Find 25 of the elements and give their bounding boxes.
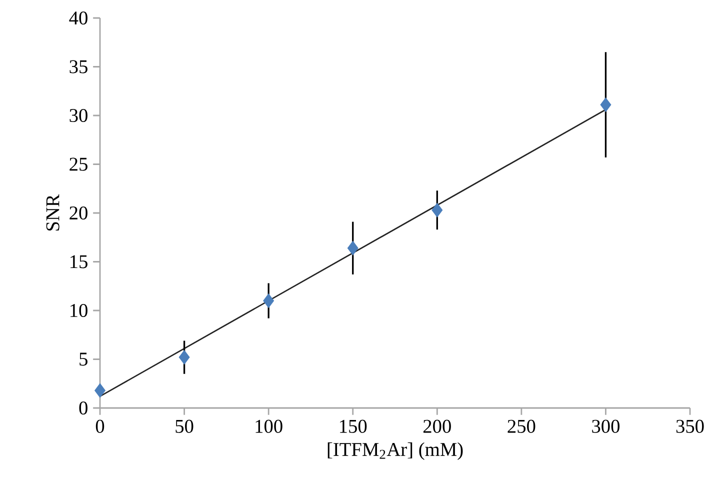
point <box>94 383 106 398</box>
y-tick-label: 10 <box>70 304 88 318</box>
x-tick-label: 350 <box>676 420 704 433</box>
x-tick-label: 50 <box>176 420 194 433</box>
y-tick-label: 15 <box>70 255 88 268</box>
point <box>263 294 274 308</box>
x-tick-label: 100 <box>256 420 282 433</box>
x-axis-title: [ITFM$_{2}$Ar] (mM) <box>328 442 463 460</box>
point <box>600 98 612 112</box>
y-tick-label: 40 <box>69 11 88 25</box>
y-tick-label: 30 <box>70 108 88 122</box>
x-tick-label: 300 <box>592 420 620 433</box>
x-tick-label: 250 <box>508 420 536 433</box>
y-tick-label: 25 <box>70 158 88 171</box>
point <box>347 240 358 256</box>
y-axis-title: SNR <box>46 194 60 231</box>
x-tick-label: 0 <box>96 420 104 433</box>
point <box>178 350 190 364</box>
x-tick-label: 200 <box>423 420 451 433</box>
y-tick-label: 5 <box>80 352 88 366</box>
y-tick-label: 0 <box>79 401 88 415</box>
y-tick-label: 35 <box>70 60 88 74</box>
x-tick-label: 150 <box>340 420 367 433</box>
y-tick-label: 20 <box>70 206 88 220</box>
point <box>432 202 443 218</box>
